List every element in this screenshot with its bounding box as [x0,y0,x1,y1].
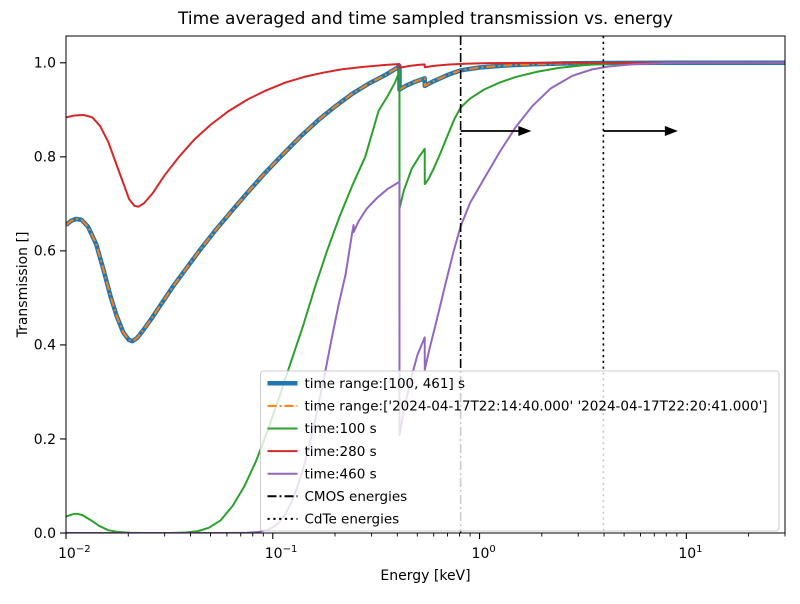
legend: time range:[100, 461] s time range:['2024… [260,370,780,532]
y-tick-label: 0.4 [34,338,56,354]
chart-title: Time averaged and time sampled transmiss… [177,9,673,29]
legend-label: time range:[100, 461] s [305,376,466,392]
y-tick-label: 0.0 [34,526,56,542]
legend-entry: CdTe energies [267,512,400,528]
x-tick-label: 10−2 [58,544,91,562]
y-tick-label: 0.2 [34,432,56,448]
legend-label: time:100 s [305,421,377,437]
legend-entry: time range:['2024-04-17T22:14:40.000' '2… [267,399,768,415]
curve-time-280s [66,61,785,208]
legend-entry: time range:[100, 461] s [267,376,466,392]
legend-entry: time:460 s [267,466,377,482]
legend-label: time:460 s [305,466,377,482]
x-tick-label: 101 [678,544,702,562]
legend-label: time range:['2024-04-17T22:14:40.000' '2… [305,399,768,415]
legend-label: CdTe energies [305,512,400,528]
x-tick-label: 10−1 [265,544,298,562]
legend-label: CMOS energies [305,489,408,505]
y-tick-label: 0.8 [34,150,56,166]
cmos-range-arrow [460,125,532,136]
curve-time-100s [66,61,785,533]
x-axis-label: Energy [keV] [380,568,470,584]
curve-time-range-datetime [66,61,785,343]
legend-entry: CMOS energies [267,489,408,505]
cdte-range-arrow-head [664,125,678,136]
axes-layer: 10−2 10−1 100 101 0.0 0.2 0.4 0.6 0.8 1.0 [34,35,786,562]
legend-entry: time:100 s [267,421,377,437]
x-tick-label: 100 [472,544,496,562]
legend-box [260,370,780,532]
y-tick-label: 0.6 [34,244,56,260]
axes-spines [65,35,786,534]
cmos-range-arrow-head [518,125,532,136]
cdte-range-arrow [603,125,678,136]
y-tick-label: 1.0 [34,56,56,72]
y-axis-label: Transmission [] [15,232,31,339]
legend-entry: time:280 s [267,444,377,460]
legend-label: time:280 s [305,444,377,460]
